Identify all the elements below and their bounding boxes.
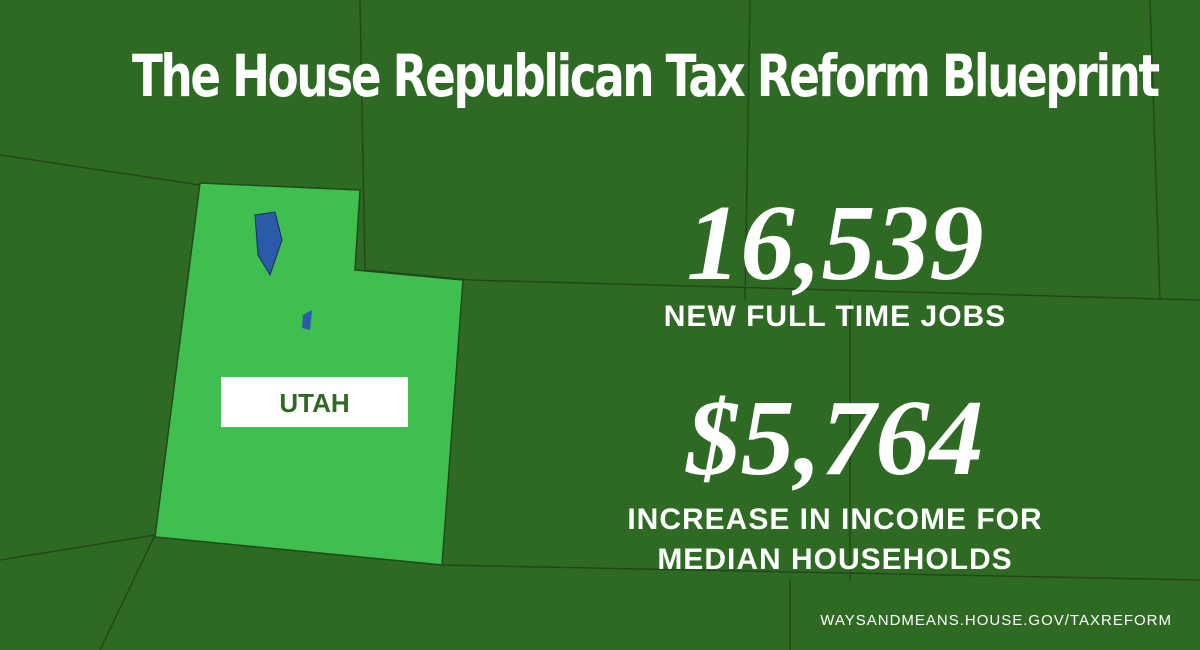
stat-value: 16,539 xyxy=(686,184,984,303)
stat-caption: NEW FULL TIME JOBS xyxy=(663,300,1007,333)
lake xyxy=(302,310,312,330)
stat-caption: INCREASE IN INCOME FOR MEDIAN HOUSEHOLDS xyxy=(627,503,1043,576)
footer-url: WAYSANDMEANS.HOUSE.GOV/TAXREFORM xyxy=(820,612,1172,629)
stat-value: $5,764 xyxy=(686,379,984,498)
lake xyxy=(254,211,283,277)
utah-shape xyxy=(154,182,464,566)
title: The House Republican Tax Reform Blueprin… xyxy=(132,42,1160,110)
state-label: UTAH xyxy=(221,377,408,427)
